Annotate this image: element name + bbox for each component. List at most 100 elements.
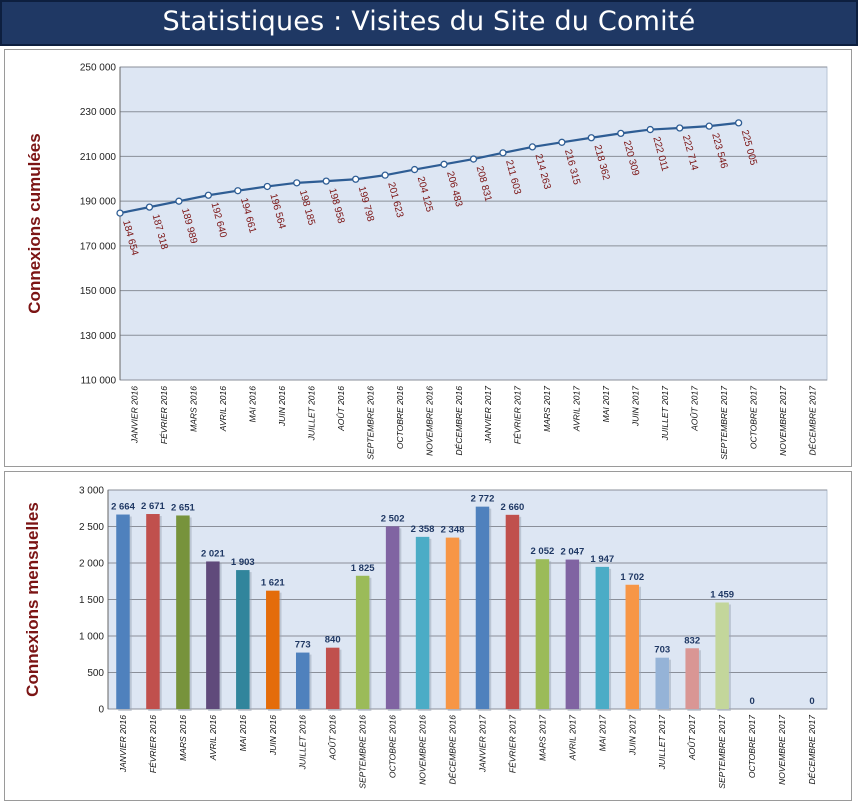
data-point <box>322 177 330 185</box>
x-tick-label: JUILLET 2016 <box>298 715 308 771</box>
title-banner: Statistiques : Visites du Site du Comité <box>0 0 858 46</box>
bar <box>266 590 280 709</box>
bar <box>325 647 340 709</box>
y-tick-label: 210 000 <box>80 152 117 163</box>
data-point <box>587 134 595 142</box>
bar-value-label: 1 947 <box>590 554 614 565</box>
data-point <box>558 138 566 146</box>
y-tick-label: 150 000 <box>80 286 117 297</box>
x-tick-label: MARS 2017 <box>537 715 547 761</box>
x-tick-label: DÉCEMBRE 2017 <box>807 386 817 456</box>
x-tick-label: MAI 2017 <box>597 715 607 752</box>
x-tick-label: AVRIL 2016 <box>218 386 228 432</box>
x-tick-label: JUIN 2016 <box>277 386 287 427</box>
y-tick-label: 0 <box>98 705 104 716</box>
x-tick-label: NOVEMBRE 2017 <box>777 715 787 785</box>
bar <box>535 559 550 709</box>
x-tick-label: MAI 2017 <box>601 386 611 423</box>
x-tick-label: MARS 2016 <box>178 715 188 761</box>
x-tick-label: FÉVRIER 2017 <box>507 715 517 773</box>
monthly-bar-chart: 0 500 1 000 1 500 2 000 2 500 3 000 JANVIER 201… <box>23 486 828 789</box>
x-tick-label: JANVIER 2016 <box>118 715 128 773</box>
data-point <box>676 124 684 132</box>
x-tick-label: AOÛT 2016 <box>336 386 346 432</box>
y-tick-label: 230 000 <box>80 107 117 118</box>
data-point <box>175 197 183 205</box>
data-point <box>381 171 389 179</box>
y-tick-label: 2 500 <box>79 522 104 533</box>
data-point <box>234 187 242 195</box>
data-point <box>646 125 654 134</box>
bar-value-label: 1 459 <box>710 589 734 600</box>
bar <box>236 570 250 709</box>
bar-value-label: 773 <box>295 640 311 651</box>
bar-value-label: 2 664 <box>111 502 135 513</box>
bar-value-label: 2 502 <box>381 513 405 524</box>
y-tick-label: 3 000 <box>79 486 104 497</box>
y-tick-label: 170 000 <box>80 241 117 252</box>
data-point <box>499 149 507 157</box>
y-tick-label: 1 000 <box>79 632 104 643</box>
bar-value-label: 1 621 <box>261 578 285 589</box>
cumulative-series-line <box>119 121 739 215</box>
bar <box>176 515 190 709</box>
x-tick-label: FÉVRIER 2016 <box>148 715 158 773</box>
x-tick-label: AOÛT 2017 <box>689 386 699 432</box>
data-point <box>116 209 124 217</box>
bar-value-label: 2 358 <box>411 524 435 535</box>
bar <box>355 575 370 709</box>
x-tick-label: NOVEMBRE 2016 <box>418 715 428 785</box>
cumulative-chart-panel: 110 000 130 000 150 000 170 000 190 000 210 0… <box>4 49 852 467</box>
data-point <box>528 143 537 151</box>
bar <box>206 561 220 709</box>
x-tick-label: JUILLET 2017 <box>657 715 667 771</box>
x-tick-label: AVRIL 2017 <box>567 715 577 761</box>
x-tick-label: FÉVRIER 2016 <box>159 386 169 444</box>
bar <box>715 602 729 709</box>
x-tick-label: DÉCEMBRE 2016 <box>454 386 464 456</box>
bar <box>565 559 580 709</box>
x-tick-label: JUIN 2017 <box>627 715 637 756</box>
bar <box>475 506 490 709</box>
bar-value-label: 0 <box>809 696 814 707</box>
x-tick-label: FÉVRIER 2017 <box>513 386 523 444</box>
data-point <box>293 179 301 187</box>
x-tick-label: AOÛT 2016 <box>328 715 338 761</box>
x-tick-label: SEPTEMBRE 2017 <box>717 715 727 789</box>
bar <box>625 584 640 709</box>
x-tick-label: JUILLET 2016 <box>306 386 316 442</box>
bar <box>116 514 130 709</box>
data-point <box>734 119 743 127</box>
x-tick-label: SEPTEMBRE 2016 <box>365 386 375 460</box>
y-axis-title: Connexions mensuelles <box>23 502 42 697</box>
bar <box>505 514 520 709</box>
x-tick-label: JANVIER 2016 <box>130 386 140 444</box>
x-tick-label: AOÛT 2017 <box>687 715 697 761</box>
x-tick-label: JANVIER 2017 <box>483 386 493 444</box>
y-axis-title: Connexions cumulées <box>25 133 44 313</box>
monthly-chart-panel: 0 500 1 000 1 500 2 000 2 500 3 000 JANVIER 201… <box>4 471 852 801</box>
page-title: Statistiques : Visites du Site du Comité <box>162 6 696 37</box>
bar <box>295 652 310 709</box>
x-tick-label: SEPTEMBRE 2017 <box>719 386 729 460</box>
y-tick-label: 130 000 <box>80 331 117 342</box>
x-tick-label: JANVIER 2017 <box>477 715 487 773</box>
y-tick-label: 190 000 <box>80 197 117 208</box>
data-point <box>410 165 419 174</box>
y-tick-label: 2 000 <box>79 559 104 570</box>
x-tick-label: OCTOBRE 2016 <box>395 386 405 449</box>
x-tick-label: JUIN 2017 <box>631 386 641 427</box>
x-tick-label: NOVEMBRE 2016 <box>424 386 434 456</box>
bar-value-label: 832 <box>684 635 700 646</box>
bar-value-label: 2 348 <box>441 525 465 536</box>
bar-value-label: 2 047 <box>560 547 584 558</box>
x-tick-label: MARS 2016 <box>189 386 199 432</box>
bar-value-label: 1 825 <box>351 563 375 574</box>
data-point <box>145 203 154 211</box>
bar-value-label: 2 772 <box>471 494 495 505</box>
bar-value-label: 0 <box>749 696 754 707</box>
bar-value-label: 2 021 <box>201 548 225 559</box>
bar <box>445 537 460 709</box>
bar <box>595 566 610 709</box>
data-point <box>617 129 625 138</box>
